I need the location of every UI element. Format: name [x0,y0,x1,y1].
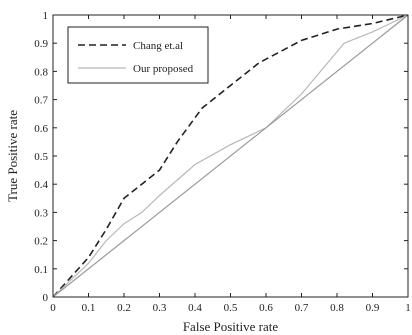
legend-label-chang: Chang et.al [133,40,183,52]
y-tick-label: 0.5 [34,151,48,163]
x-tick-label: 0.7 [295,302,309,314]
y-tick-label: 0.3 [34,207,48,219]
x-tick-label: 0.2 [117,302,131,314]
y-tick-label: 0 [43,292,49,304]
y-tick-label: 0.8 [34,66,48,78]
series-proposed-line [52,14,409,298]
legend-label-proposed: Our proposed [133,63,194,75]
y-tick-label: 0.9 [34,38,48,50]
legend-box [67,26,209,84]
y-tick-label: 0.6 [34,123,48,135]
x-tick-label: 0.8 [330,302,344,314]
x-tick-label: 0.6 [259,302,273,314]
series-chang-line [52,14,409,298]
x-tick-label: 0 [50,302,56,314]
x-tick-label: 0.3 [153,302,167,314]
y-tick-label: 0.2 [34,236,48,248]
x-axis-label: False Positive rate [183,319,279,334]
y-tick-label: 0.1 [34,264,48,276]
y-tick-label: 0.7 [34,95,48,107]
y-axis-ticks: 0 0.1 0.2 0.3 0.4 0.5 0.6 0.7 0.8 0.9 1 [34,10,408,304]
x-tick-label: 1 [405,302,411,314]
series-group [52,14,409,298]
y-axis-label: True Positive rate [5,110,20,202]
y-tick-label: 1 [43,10,49,22]
series-diagonal-line [52,14,409,298]
x-tick-label: 0.4 [188,302,202,314]
x-tick-label: 0.1 [82,302,96,314]
y-tick-label: 0.4 [34,179,48,191]
x-tick-label: 0.9 [366,302,380,314]
legend: Chang et.al Our proposed [67,26,209,84]
x-axis-ticks: 0 0.1 0.2 0.3 0.4 0.5 0.6 0.7 0.8 0.9 1 [50,15,411,314]
x-tick-label: 0.5 [224,302,238,314]
